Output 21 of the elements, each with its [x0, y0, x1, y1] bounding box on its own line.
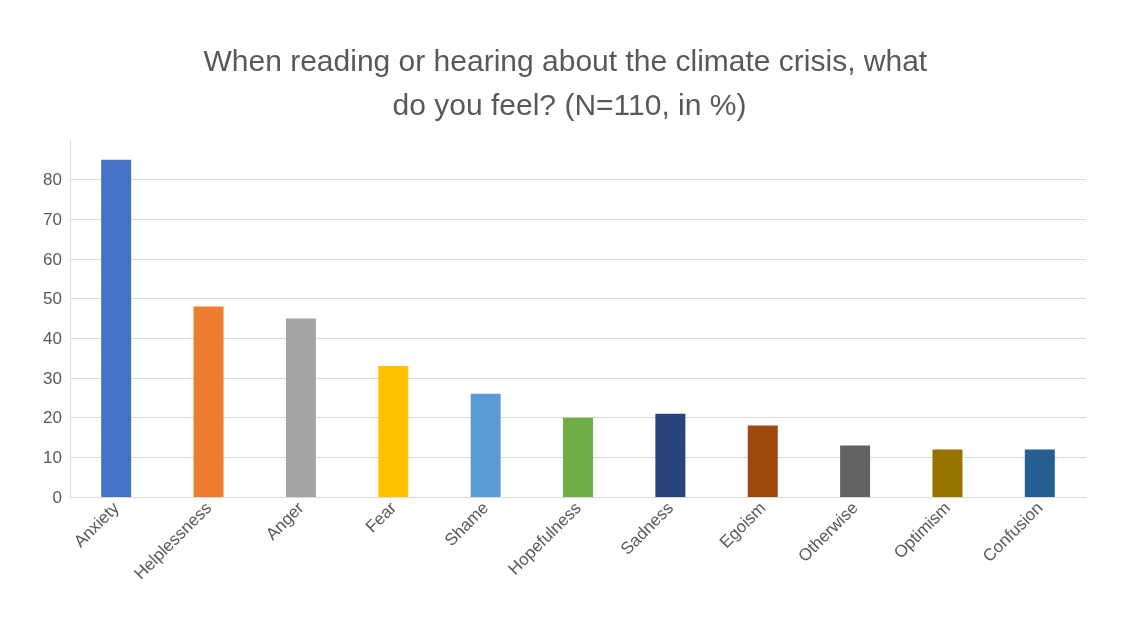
bar: [378, 366, 409, 497]
bar: [747, 425, 778, 497]
bar: [655, 413, 686, 497]
bar: [285, 318, 316, 497]
y-tick-label: 70: [43, 209, 62, 229]
y-tick-label: 80: [43, 170, 62, 190]
chart-title: When reading or hearing about the climate crisis, what do you feel? (N=110, in %): [203, 43, 936, 121]
bar: [840, 445, 871, 497]
bar: [101, 159, 132, 497]
bar: [1024, 449, 1055, 497]
y-tick-label: 0: [52, 487, 62, 507]
y-tick-label: 30: [43, 368, 62, 388]
bar: [193, 306, 224, 497]
y-tick-label: 20: [43, 408, 62, 428]
y-tick-label: 60: [43, 249, 62, 269]
bar: [563, 417, 593, 497]
y-tick-label: 10: [43, 447, 62, 467]
bar: [932, 449, 963, 497]
y-tick-label: 40: [43, 328, 62, 348]
y-tick-label: 50: [43, 289, 62, 309]
bar: [470, 393, 501, 497]
